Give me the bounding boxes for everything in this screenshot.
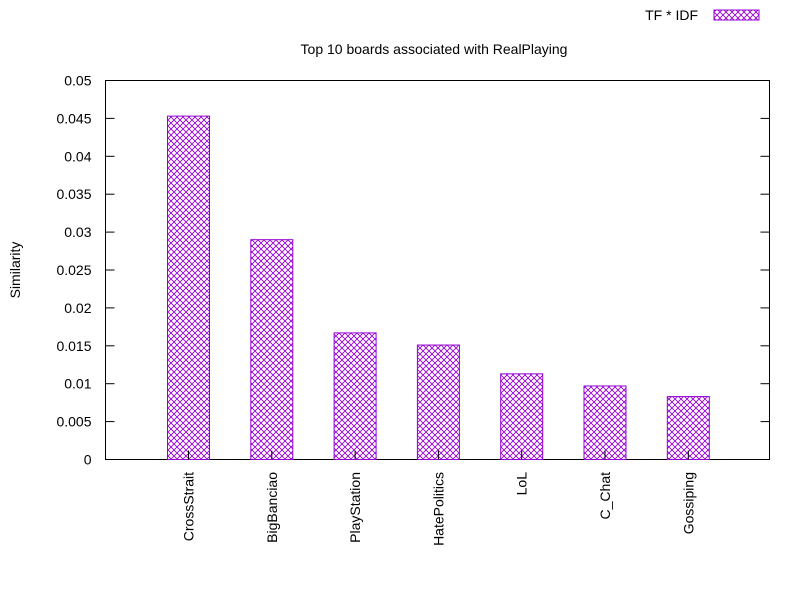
y-tick-label: 0.035 <box>56 186 91 202</box>
bars <box>167 115 710 461</box>
bar-bigbanciao <box>250 239 294 460</box>
y-tick-label: 0.015 <box>56 338 91 354</box>
y-tick-label: 0.025 <box>56 262 91 278</box>
y-tick-label: 0.01 <box>64 376 91 392</box>
bar-hatepolitics <box>416 344 460 460</box>
x-axis-ticks: CrossStrait BigBanciao PlayStation HatePoli… <box>181 450 696 546</box>
bar-crossstrait <box>167 115 210 460</box>
x-tick-label: PlayStation <box>347 472 363 543</box>
x-tick-label: CrossStrait <box>181 472 197 541</box>
y-tick-label: 0.045 <box>56 110 91 126</box>
x-tick-label: LoL <box>514 472 530 496</box>
y-tick-label: 0.03 <box>64 224 91 240</box>
legend: TF * IDF <box>645 7 760 23</box>
y-tick-label: 0 <box>84 452 92 468</box>
x-tick-label: C_Chat <box>597 472 613 520</box>
bar-lol <box>500 373 544 461</box>
y-axis-label: Similarity <box>7 242 23 299</box>
y-tick-label: 0.05 <box>64 73 91 89</box>
y-tick-label: 0.005 <box>56 414 91 430</box>
y-axis-ticks: 0 0.005 0.01 0.015 0.02 0.025 0.03 0.035 0.04 0.0… <box>56 73 770 468</box>
legend-swatch <box>713 9 760 21</box>
y-tick-label: 0.02 <box>64 300 91 316</box>
y-tick-label: 0.04 <box>64 148 91 164</box>
legend-label: TF * IDF <box>645 7 698 23</box>
x-tick-label: HatePolitics <box>430 472 446 546</box>
x-tick-label: BigBanciao <box>264 472 280 543</box>
bar-gossiping <box>666 396 710 460</box>
bar-playstation <box>333 332 377 460</box>
chart-title: Top 10 boards associated with RealPlayin… <box>301 41 568 57</box>
x-tick-label: Gossiping <box>680 472 696 534</box>
bar-c-chat <box>583 385 627 460</box>
